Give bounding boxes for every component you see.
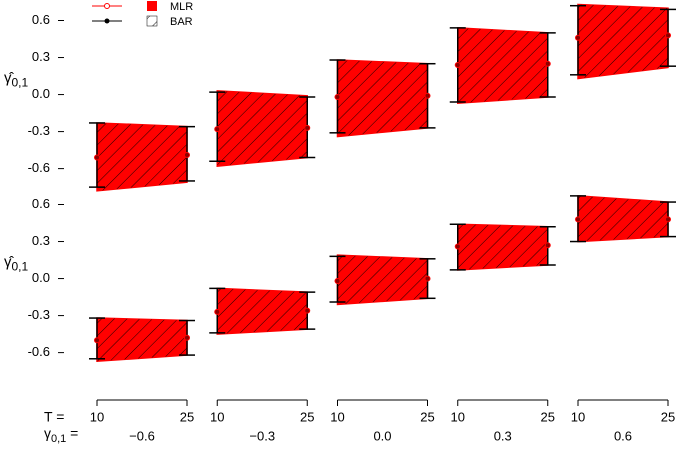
x-tick-label: 25 — [541, 409, 555, 424]
label-base: γ̂ — [4, 70, 15, 87]
bar-mean — [334, 278, 341, 285]
bar-mean — [94, 337, 100, 344]
band-hatch — [217, 288, 308, 335]
x-tick-label: 25 — [180, 409, 194, 424]
band-hatch — [97, 318, 187, 362]
legend-label: MLR — [170, 1, 193, 13]
band-hatch — [337, 60, 428, 137]
y-tick-label: 0.6 — [32, 12, 50, 27]
label-base: γ — [44, 425, 51, 441]
bar-mean — [184, 152, 190, 159]
bar-mean — [184, 334, 190, 341]
bar-mean — [544, 242, 551, 249]
x-tick-label: 10 — [571, 409, 585, 424]
y-tick-label: 0.6 — [32, 196, 50, 211]
x-tick-label: 10 — [330, 409, 344, 424]
bar-mean — [575, 34, 581, 41]
group-label: 0.6 — [614, 428, 632, 443]
y-tick-label: 0.0 — [32, 270, 50, 285]
label: γ̂0,1 — [4, 70, 29, 90]
group-label: 0.0 — [373, 428, 391, 443]
bar-mean — [665, 32, 671, 39]
bar-mean — [424, 92, 431, 99]
t-label: T = — [44, 409, 64, 425]
bar-mean — [94, 154, 100, 161]
y-tick-label: 0.0 — [32, 86, 50, 101]
band-hatch — [97, 122, 187, 191]
legend-marker — [104, 18, 110, 24]
legend-marker — [104, 3, 110, 9]
legend-swatch — [147, 1, 157, 11]
group-label: −0.3 — [249, 428, 275, 443]
bar-mean — [544, 60, 551, 67]
label-suffix: = — [66, 425, 78, 441]
bar-mean — [304, 124, 311, 131]
band-hatch — [578, 195, 668, 242]
bar-mean — [334, 94, 341, 101]
legend-label: BAR — [170, 16, 193, 28]
x-tick-label: 25 — [661, 409, 675, 424]
band-hatch — [337, 255, 428, 305]
label-sub: 0,1 — [51, 433, 66, 445]
bar-mean — [454, 243, 461, 250]
label-base: γ̂ — [4, 254, 15, 271]
y-tick-label: -0.6 — [28, 160, 50, 175]
bar-mean — [665, 216, 671, 223]
y-tick-label: -0.3 — [28, 123, 50, 138]
label: γ0,1 = — [44, 425, 78, 445]
label: γ̂0,1 — [4, 254, 29, 274]
band-hatch — [217, 90, 308, 167]
x-tick-label: 25 — [420, 409, 434, 424]
band-hatch — [578, 4, 668, 79]
y-tick-label: 0.3 — [32, 49, 50, 64]
x-tick-label: 10 — [451, 409, 465, 424]
x-tick-label: 25 — [300, 409, 314, 424]
y-tick-label: -0.3 — [28, 307, 50, 322]
group-label: −0.6 — [129, 428, 155, 443]
band-hatch — [457, 27, 548, 104]
bar-mean — [424, 275, 431, 282]
x-tick-label: 10 — [210, 409, 224, 424]
legend-swatch — [146, 15, 158, 27]
label-sub: 0,1 — [12, 260, 29, 274]
bar-mean — [214, 308, 221, 315]
label-sub: 0,1 — [12, 76, 29, 90]
band-hatch — [457, 224, 548, 270]
y-tick-label: -0.6 — [28, 344, 50, 359]
bar-mean — [454, 61, 461, 68]
y-tick-label: 0.3 — [32, 233, 50, 248]
bar-mean — [304, 307, 311, 314]
group-label: 0.3 — [494, 428, 512, 443]
x-tick-label: 10 — [90, 409, 104, 424]
bar-mean — [214, 126, 221, 133]
bar-mean — [575, 216, 581, 223]
